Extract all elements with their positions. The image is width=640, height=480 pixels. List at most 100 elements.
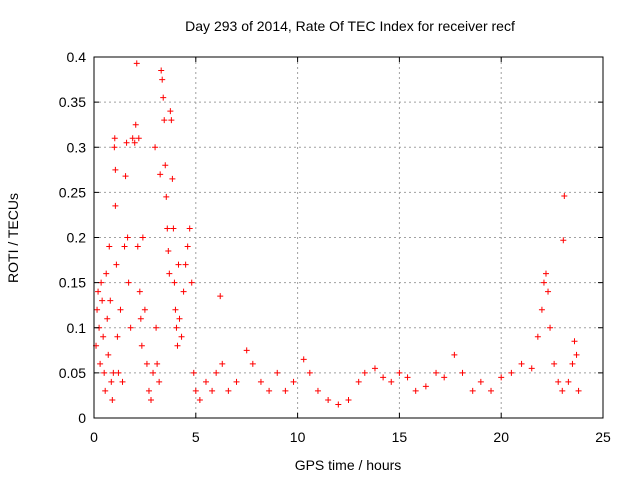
data-point: [257, 378, 264, 385]
y-tick-label: 0.05: [59, 365, 86, 381]
data-point: [175, 261, 182, 268]
data-point: [134, 243, 141, 250]
data-point: [107, 297, 114, 304]
data-point: [404, 374, 411, 381]
y-tick-label: 0.35: [59, 94, 86, 110]
data-point: [314, 387, 321, 394]
data-point: [154, 360, 161, 367]
y-tick-label: 0.4: [67, 49, 87, 65]
data-point: [184, 243, 191, 250]
data-point: [105, 351, 112, 358]
data-point: [137, 315, 144, 322]
data-point: [98, 279, 105, 286]
data-point: [172, 306, 179, 313]
data-point: [282, 387, 289, 394]
data-point: [396, 369, 403, 376]
data-point: [528, 365, 535, 372]
x-tick-label: 0: [90, 429, 98, 445]
y-axis-title: ROTI / TECUs: [5, 193, 21, 283]
data-point: [153, 324, 160, 331]
data-point: [547, 324, 554, 331]
data-point: [441, 374, 448, 381]
data-point: [170, 225, 177, 232]
data-point: [109, 396, 116, 403]
data-point: [160, 94, 167, 101]
data-point: [266, 387, 273, 394]
data-point: [209, 387, 216, 394]
x-tick-label: 10: [290, 429, 306, 445]
data-point: [388, 378, 395, 385]
data-point: [178, 333, 185, 340]
data-point: [110, 369, 117, 376]
x-tick-label: 15: [392, 429, 408, 445]
data-point: [192, 387, 199, 394]
data-point: [540, 279, 547, 286]
data-point: [102, 387, 109, 394]
data-point: [129, 135, 136, 142]
data-point: [157, 171, 164, 178]
data-point: [111, 144, 118, 151]
plot-area-border: [93, 56, 604, 419]
data-point: [534, 333, 541, 340]
data-point: [569, 360, 576, 367]
data-point: [355, 378, 362, 385]
data-point: [477, 378, 484, 385]
data-point: [508, 369, 515, 376]
data-point: [97, 360, 104, 367]
data-point: [217, 293, 224, 300]
data-point: [188, 279, 195, 286]
data-point: [575, 387, 582, 394]
data-point: [371, 365, 378, 372]
y-tick-label: 0.3: [67, 139, 87, 155]
y-tick-label: 0: [78, 410, 86, 426]
data-point: [136, 288, 143, 295]
data-point: [176, 315, 183, 322]
data-point: [141, 306, 148, 313]
y-tick-label: 0.15: [59, 275, 86, 291]
data-point: [182, 261, 189, 268]
data-point: [156, 378, 163, 385]
data-point: [148, 396, 155, 403]
data-point: [518, 360, 525, 367]
data-point: [119, 378, 126, 385]
data-point: [171, 279, 178, 286]
data-point: [361, 369, 368, 376]
x-axis-title: GPS time / hours: [295, 457, 402, 473]
data-point: [459, 369, 466, 376]
data-point: [143, 360, 150, 367]
data-point: [233, 378, 240, 385]
data-point: [132, 121, 139, 128]
data-point: [559, 387, 566, 394]
data-points: [93, 60, 582, 408]
x-tick-label: 5: [192, 429, 200, 445]
data-point: [380, 374, 387, 381]
data-point: [219, 360, 226, 367]
data-point: [538, 306, 545, 313]
data-point: [112, 202, 119, 209]
data-point: [159, 76, 166, 83]
data-point: [573, 351, 580, 358]
data-point: [138, 342, 145, 349]
data-point: [335, 401, 342, 408]
data-point: [113, 261, 120, 268]
data-point: [133, 60, 140, 67]
data-point: [274, 369, 281, 376]
data-point: [150, 369, 157, 376]
data-point: [124, 234, 131, 241]
data-point: [180, 288, 187, 295]
data-point: [111, 135, 118, 142]
grid-lines: [94, 57, 603, 418]
y-tick-label: 0.1: [67, 320, 87, 336]
data-point: [103, 270, 110, 277]
data-point: [169, 175, 176, 182]
x-tick-label: 25: [595, 429, 611, 445]
data-point: [125, 279, 132, 286]
data-point: [213, 369, 220, 376]
data-point: [166, 270, 173, 277]
data-point: [135, 135, 142, 142]
data-point: [190, 369, 197, 376]
data-point: [167, 108, 174, 115]
data-point: [560, 237, 567, 244]
